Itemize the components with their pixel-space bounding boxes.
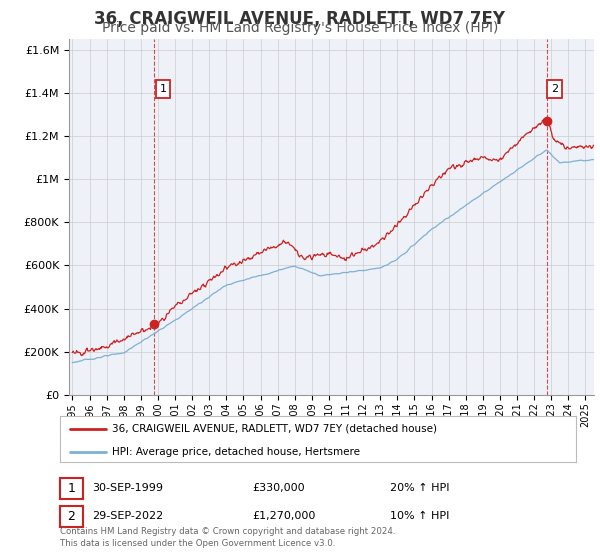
Text: Price paid vs. HM Land Registry's House Price Index (HPI): Price paid vs. HM Land Registry's House … xyxy=(102,21,498,35)
Text: 1: 1 xyxy=(67,482,76,495)
Text: Contains HM Land Registry data © Crown copyright and database right 2024.
This d: Contains HM Land Registry data © Crown c… xyxy=(60,527,395,548)
Text: 2: 2 xyxy=(551,84,558,94)
Text: 2: 2 xyxy=(67,510,76,523)
Text: HPI: Average price, detached house, Hertsmere: HPI: Average price, detached house, Hert… xyxy=(112,447,359,457)
Text: 30-SEP-1999: 30-SEP-1999 xyxy=(92,483,163,493)
Text: £1,270,000: £1,270,000 xyxy=(252,511,316,521)
Text: 10% ↑ HPI: 10% ↑ HPI xyxy=(390,511,449,521)
Text: 29-SEP-2022: 29-SEP-2022 xyxy=(92,511,163,521)
Text: 36, CRAIGWEIL AVENUE, RADLETT, WD7 7EY (detached house): 36, CRAIGWEIL AVENUE, RADLETT, WD7 7EY (… xyxy=(112,424,437,434)
Text: £330,000: £330,000 xyxy=(252,483,305,493)
Text: 36, CRAIGWEIL AVENUE, RADLETT, WD7 7EY: 36, CRAIGWEIL AVENUE, RADLETT, WD7 7EY xyxy=(95,10,505,28)
Text: 1: 1 xyxy=(160,84,167,94)
Text: 20% ↑ HPI: 20% ↑ HPI xyxy=(390,483,449,493)
